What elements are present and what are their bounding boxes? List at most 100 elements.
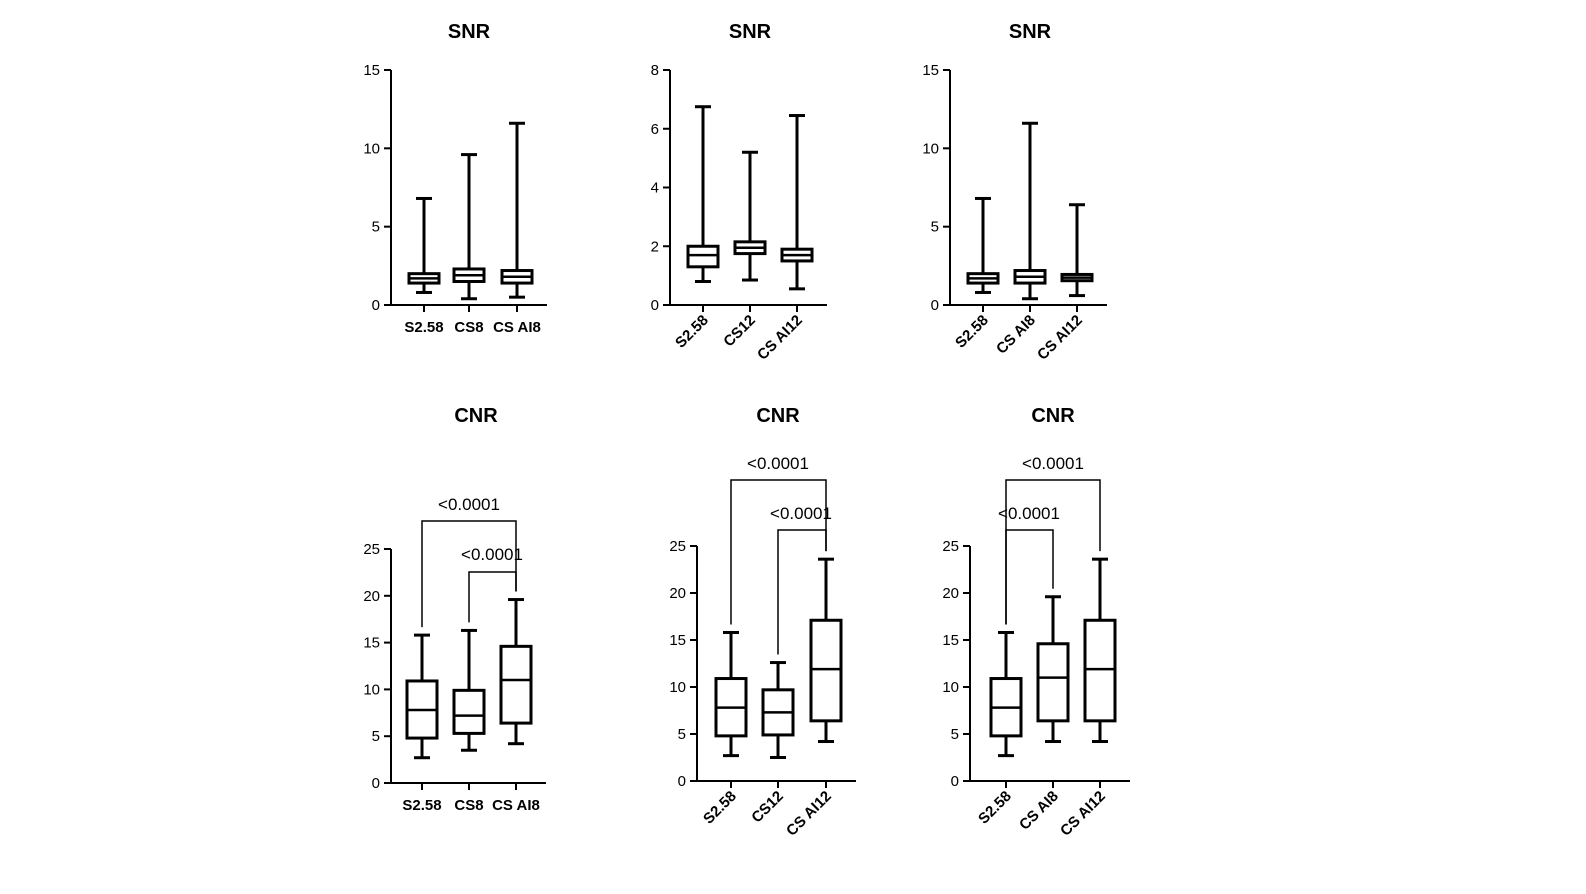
box-plot-1 <box>989 630 1023 758</box>
y-tick-label: 4 <box>651 180 659 197</box>
chart-title: SNR <box>448 21 491 43</box>
chart-panel-4: CNR 0 5 10 15 20 25 S2.58 CS8 CS AI8 <0.0001 <0.000… <box>363 405 546 814</box>
chart-title: SNR <box>1009 21 1052 43</box>
y-tick-label: 10 <box>363 140 380 157</box>
x-category-label: S2.58 <box>404 319 443 336</box>
x-category-label: CS AI8 <box>1016 788 1062 834</box>
y-tick-label: 15 <box>922 62 939 79</box>
chart-title: CNR <box>454 405 498 427</box>
x-category-label: CS AI12 <box>1057 788 1109 840</box>
significance-bracket-2: <0.0001 <box>461 545 523 623</box>
x-category-label: S2.58 <box>672 312 712 352</box>
box-plot-2 <box>1036 595 1070 744</box>
box-plot-1 <box>405 633 439 760</box>
y-tick-label: 0 <box>678 773 686 790</box>
box-plot-3 <box>499 598 533 746</box>
iqr-box <box>686 244 720 269</box>
bracket-line <box>468 571 517 623</box>
x-category-label: S2.58 <box>402 797 441 814</box>
p-value-label: <0.0001 <box>461 545 523 564</box>
y-tick-label: 20 <box>942 585 959 602</box>
y-tick-label: 0 <box>931 297 939 314</box>
p-value-label: <0.0001 <box>747 454 809 473</box>
y-tick-label: 0 <box>651 297 659 314</box>
box-plot-1 <box>966 196 1000 294</box>
x-category-label: CS AI8 <box>493 319 541 336</box>
significance-bracket-1: <0.0001 <box>421 495 517 628</box>
bracket-line <box>1005 529 1054 625</box>
y-tick-label: 20 <box>363 588 380 605</box>
box-plot-1 <box>714 630 748 758</box>
bracket-line <box>730 479 827 625</box>
y-tick-label: 8 <box>651 62 659 79</box>
y-tick-label: 2 <box>651 238 659 255</box>
y-tick-label: 20 <box>669 585 686 602</box>
x-category-label: CS8 <box>454 319 483 336</box>
box-plot-1 <box>407 196 441 294</box>
box-plot-2 <box>452 628 486 752</box>
x-category-label: CS12 <box>748 788 787 827</box>
x-category-label: CS AI8 <box>492 797 540 814</box>
bracket-line <box>421 520 517 628</box>
significance-bracket-1: <0.0001 <box>730 454 827 625</box>
y-tick-label: 5 <box>372 219 380 236</box>
bracket-line <box>777 529 827 655</box>
y-tick-label: 15 <box>363 635 380 652</box>
box-plot-2 <box>1013 121 1047 301</box>
x-category-label: S2.58 <box>700 788 740 828</box>
y-tick-label: 5 <box>678 726 686 743</box>
iqr-box <box>499 644 533 725</box>
p-value-label: <0.0001 <box>438 495 500 514</box>
y-tick-label: 5 <box>951 726 959 743</box>
box-plot-3 <box>500 121 534 299</box>
y-tick-label: 15 <box>942 632 959 649</box>
box-plot-3 <box>780 114 814 291</box>
x-category-label: CS8 <box>454 797 483 814</box>
y-tick-label: 0 <box>372 775 380 792</box>
y-tick-label: 15 <box>669 632 686 649</box>
y-tick-label: 25 <box>942 538 959 555</box>
x-category-label: S2.58 <box>975 788 1015 828</box>
y-tick-label: 15 <box>363 62 380 79</box>
bracket-line <box>1005 479 1101 625</box>
y-tick-label: 25 <box>363 541 380 558</box>
iqr-box <box>809 618 843 723</box>
x-category-label: CS AI12 <box>1034 312 1086 364</box>
significance-bracket-1: <0.0001 <box>998 504 1060 625</box>
y-tick-label: 5 <box>931 219 939 236</box>
x-category-label: CS AI12 <box>754 312 806 364</box>
significance-bracket-2: <0.0001 <box>1005 454 1101 625</box>
iqr-box <box>1083 618 1117 723</box>
iqr-box <box>1036 642 1070 723</box>
box-plot-2 <box>761 661 795 759</box>
y-tick-label: 25 <box>669 538 686 555</box>
significance-bracket-2: <0.0001 <box>770 504 832 655</box>
box-plot-2 <box>733 150 767 282</box>
x-category-label: CS AI8 <box>993 312 1039 358</box>
x-category-label: CS12 <box>720 312 759 351</box>
chart-panel-1: SNR 0 5 10 15 S2.58 CS8 CS AI8 <box>363 21 547 336</box>
box-plot-2 <box>452 153 486 301</box>
x-category-label: S2.58 <box>952 312 992 352</box>
p-value-label: <0.0001 <box>770 504 832 523</box>
y-tick-label: 10 <box>922 140 939 157</box>
y-tick-label: 10 <box>942 679 959 696</box>
y-tick-label: 6 <box>651 121 659 138</box>
p-value-label: <0.0001 <box>998 504 1060 523</box>
box-plot-1 <box>686 105 720 283</box>
box-plot-3 <box>809 557 843 744</box>
chart-title: CNR <box>1031 405 1075 427</box>
iqr-box <box>452 688 486 735</box>
box-plot-3 <box>1083 557 1117 744</box>
x-category-label: CS AI12 <box>783 788 835 840</box>
y-tick-label: 5 <box>372 728 380 745</box>
y-tick-label: 10 <box>669 679 686 696</box>
chart-title: CNR <box>756 405 800 427</box>
y-tick-label: 0 <box>951 773 959 790</box>
y-tick-label: 10 <box>363 681 380 698</box>
y-tick-label: 0 <box>372 297 380 314</box>
